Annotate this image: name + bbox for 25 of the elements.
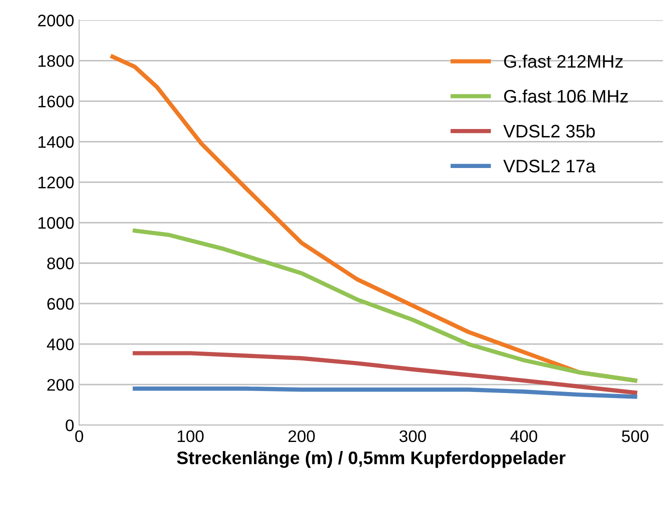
y-tick-label: 400	[46, 338, 74, 350]
x-tick-label: 500	[622, 430, 648, 442]
y-tick-label: 800	[47, 258, 74, 270]
line-series	[132, 386, 638, 399]
x-tick-label: 0	[75, 430, 84, 442]
y-tick-label: 200	[47, 378, 74, 391]
legend-label: VDSL2 17a	[503, 160, 596, 172]
y-tick-label: 2000	[38, 14, 74, 26]
line-series	[132, 228, 638, 383]
y-tick-label: 1800	[38, 55, 74, 67]
x-tick-label: 200	[288, 430, 315, 442]
y-tick-label: 1400	[38, 136, 74, 148]
y-tick-label: 0	[66, 419, 74, 432]
y-tick-label: 600	[47, 298, 74, 310]
x-tick-label: 400	[510, 430, 538, 442]
legend-label: G.fast 106 MHz	[504, 89, 628, 103]
legend-label: G.fast 212MHz	[504, 54, 623, 68]
x-tick-label: 300	[399, 430, 426, 442]
line-series	[132, 351, 638, 395]
y-tick-label: 1200	[38, 176, 74, 188]
x-tick-label: 100	[178, 430, 204, 442]
legend-label: VDSL2 35b	[503, 124, 595, 138]
y-tick-label: 1000	[38, 217, 74, 229]
y-tick-label: 1600	[38, 96, 74, 108]
x-axis-title: Streckenlänge (m) / 0,5mm Kupferdoppelader	[176, 450, 566, 468]
